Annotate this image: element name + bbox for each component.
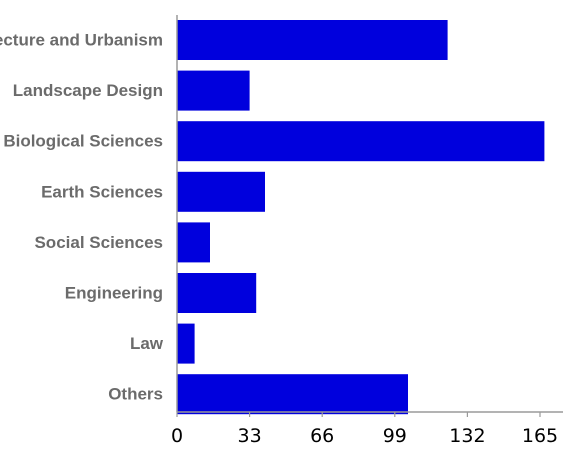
x-tick-label: 132 — [449, 425, 485, 447]
bar-6 — [177, 323, 195, 364]
category-labels: Architecture and Urbanism Landscape Desig… — [0, 31, 164, 404]
x-tick-label: 99 — [383, 425, 407, 447]
bar-4 — [177, 222, 210, 263]
category-label: Engineering — [65, 284, 163, 303]
category-label: Biological Sciences — [3, 132, 163, 151]
category-label: Social Sciences — [34, 233, 163, 252]
axis-layer — [176, 15, 563, 417]
bars-layer — [177, 20, 545, 415]
category-label: Others — [108, 385, 163, 404]
bar-7 — [177, 374, 408, 415]
x-tick-label: 66 — [310, 425, 334, 447]
category-label: Law — [130, 334, 164, 353]
bar-0 — [177, 20, 448, 60]
bar-5 — [177, 273, 257, 313]
x-tick-label: 165 — [522, 425, 558, 447]
x-tick-label: 33 — [238, 425, 262, 447]
bar-3 — [177, 171, 265, 212]
bar-1 — [177, 70, 250, 111]
category-label: Architecture and Urbanism — [0, 31, 163, 50]
x-tick-labels: 0 33 66 99 132 165 — [171, 425, 558, 447]
x-tick-label: 0 — [171, 425, 183, 447]
category-label: Landscape Design — [13, 81, 163, 100]
bar-2 — [177, 121, 545, 162]
category-label: Earth Sciences — [41, 182, 163, 201]
